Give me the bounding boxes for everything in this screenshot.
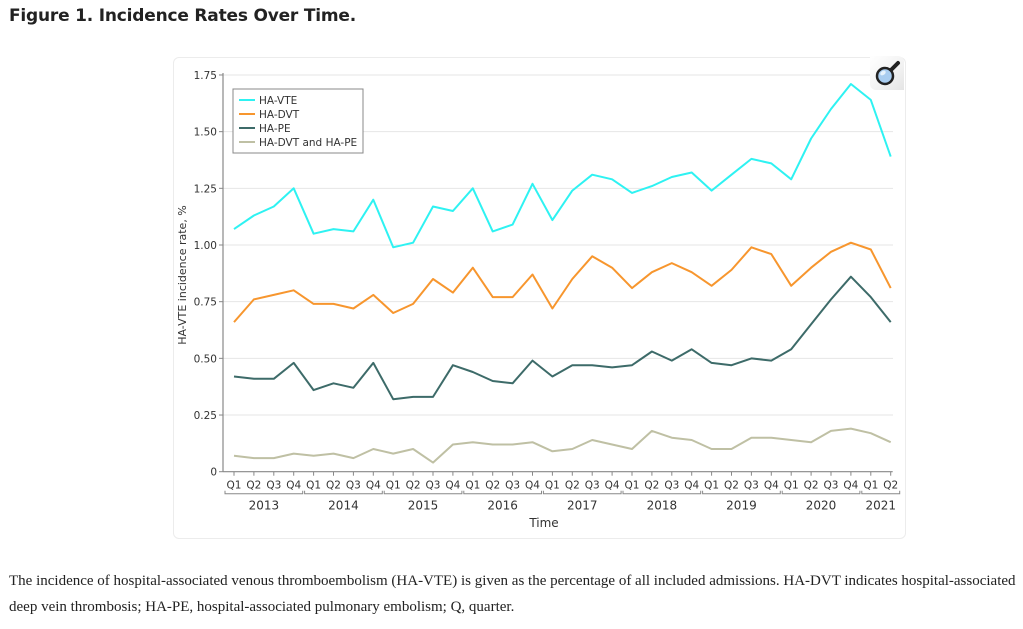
x-tick-label: Q1: [465, 480, 480, 492]
legend: HA-VTE HA-DVT HA-PE HA-DVT and HA-PE: [232, 88, 364, 154]
y-tick-label: 0: [210, 467, 217, 479]
year-label: 2017: [567, 499, 598, 513]
year-label: 2015: [408, 499, 439, 513]
x-tick-label: Q1: [704, 480, 719, 492]
y-tick-label: 1.50: [194, 127, 217, 139]
y-tick-label: 0.25: [194, 410, 217, 422]
y-tick-label: 0.50: [194, 353, 217, 365]
legend-label: HA-DVT and HA-PE: [259, 137, 357, 149]
year-bracket: [463, 490, 542, 495]
x-tick-label: Q2: [565, 480, 580, 492]
y-axis-label: HA-VTE incidence rate, %: [176, 205, 189, 345]
x-tick-label: Q4: [366, 480, 381, 492]
x-axis-label: Time: [528, 516, 558, 530]
year-bracket: [781, 490, 861, 495]
year-bracket: [224, 490, 304, 495]
zoom-figure-button[interactable]: [870, 56, 904, 90]
x-tick-label: Q4: [605, 480, 620, 492]
x-tick-label: Q4: [684, 480, 699, 492]
year-bracket: [383, 490, 463, 495]
x-tick-label: Q1: [306, 480, 321, 492]
x-tick-label: Q4: [286, 480, 301, 492]
x-tick-label: Q2: [883, 480, 898, 492]
x-tick-label: Q2: [326, 480, 341, 492]
x-tick-label: Q3: [346, 480, 361, 492]
year-bracket: [304, 490, 383, 495]
x-tick-label: Q1: [227, 480, 242, 492]
x-tick-label: Q3: [585, 480, 600, 492]
year-label: 2014: [328, 499, 359, 513]
year-label: 2020: [806, 499, 837, 513]
x-tick-label: Q3: [824, 480, 839, 492]
magnifier-icon: [875, 61, 900, 86]
y-tick-label: 1.00: [194, 240, 217, 252]
year-label: 2019: [726, 499, 757, 513]
x-tick-label: Q2: [406, 480, 421, 492]
y-tick-label: 0.75: [194, 297, 217, 309]
legend-label: HA-DVT: [259, 109, 300, 121]
x-tick-label: Q1: [863, 480, 878, 492]
series-line-ha-dvt: [233, 241, 892, 323]
year-label: 2021: [865, 499, 896, 513]
x-tick-label: Q2: [246, 480, 261, 492]
x-tick-label: Q4: [764, 480, 779, 492]
legend-label: HA-VTE: [259, 95, 297, 107]
x-tick-label: Q2: [724, 480, 739, 492]
x-axis: Q1 Q2 Q3 Q4 Q1 Q2 Q3 Q4 Q1 Q2 Q3 Q4 Q1 Q2 Q3 Q4 Q1 Q2 Q3 Q4…: [223, 471, 901, 513]
x-tick-label: Q3: [664, 480, 679, 492]
x-tick-label: Q4: [445, 480, 460, 492]
x-tick-label: Q2: [804, 480, 819, 492]
x-tick-label: Q1: [625, 480, 640, 492]
legend-label: HA-PE: [259, 123, 291, 135]
x-tick-label: Q1: [784, 480, 799, 492]
y-tick-label: 1.75: [194, 70, 217, 82]
x-tick-label: Q4: [525, 480, 540, 492]
x-tick-label: Q1: [386, 480, 401, 492]
year-bracket: [861, 490, 901, 495]
x-tick-label: Q2: [644, 480, 659, 492]
x-tick-label: Q3: [266, 480, 281, 492]
x-tick-label: Q3: [505, 480, 520, 492]
series-line-ha-pe: [233, 275, 892, 401]
figure-title: Figure 1. Incidence Rates Over Time.: [9, 6, 356, 26]
series-line-ha-dvt-and-ha-pe: [233, 427, 892, 464]
y-axis: 0 0.25 0.50 0.75 1.00 1.25 1.50 1.75: [194, 70, 224, 479]
x-tick-label: Q4: [843, 480, 858, 492]
x-tick-label: Q3: [744, 480, 759, 492]
year-label: 2018: [647, 499, 678, 513]
line-chart: 00.250.500.751.001.251.501.75 Q1 Q2 Q3 Q4 Q1…: [176, 70, 901, 530]
year-label: 2013: [249, 499, 280, 513]
x-tick-label: Q3: [426, 480, 441, 492]
figure-caption: The incidence of hospital-associated ven…: [9, 573, 1016, 615]
year-bracket: [542, 490, 622, 495]
x-tick-label: Q1: [545, 480, 560, 492]
year-bracket: [622, 490, 702, 495]
x-tick-label: Q2: [485, 480, 500, 492]
y-tick-label: 1.25: [194, 183, 217, 195]
series-lines: [233, 83, 892, 464]
year-label: 2016: [487, 499, 518, 513]
year-bracket: [702, 490, 781, 495]
series-line-ha-vte: [233, 83, 892, 249]
